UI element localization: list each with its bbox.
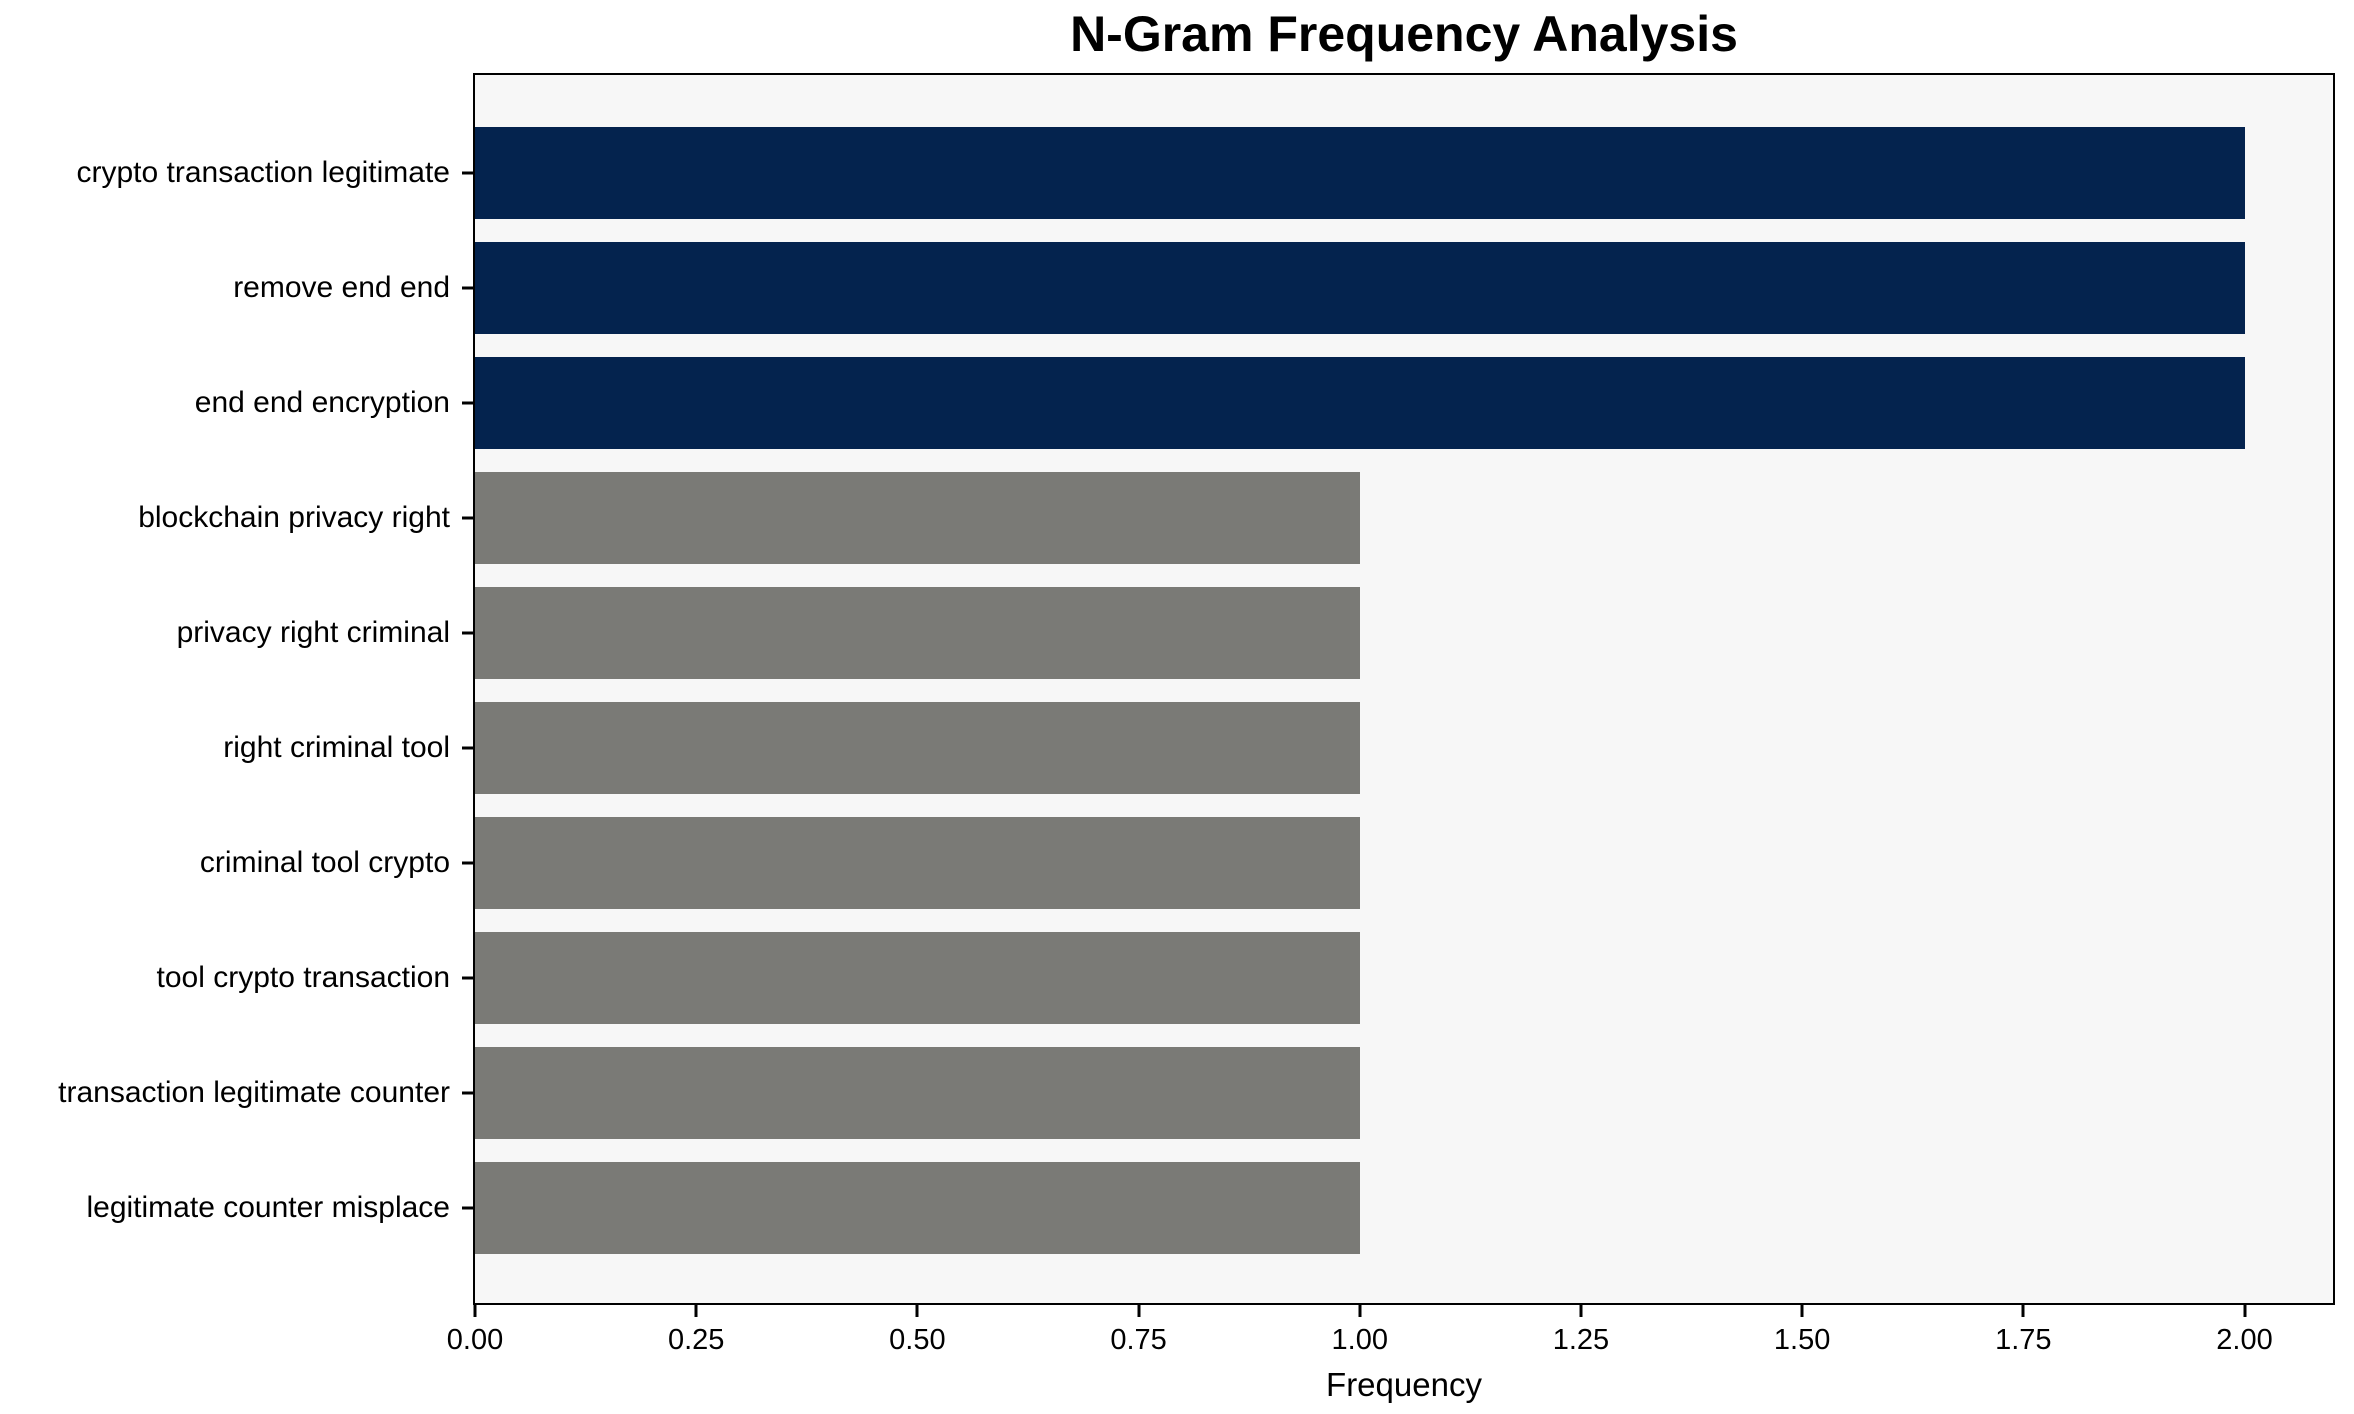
x-tick-label: 1.50	[1773, 1324, 1831, 1356]
x-tick-label: 0.50	[889, 1324, 946, 1356]
y-tick-mark	[462, 976, 473, 979]
y-axis-ticks	[462, 75, 473, 1303]
y-tick-label: transaction legitimate counter	[58, 1075, 450, 1109]
y-tick-mark	[462, 746, 473, 749]
x-tick-label: 1.75	[1995, 1324, 2052, 1356]
y-tick-mark	[462, 631, 473, 634]
bars-layer	[475, 75, 2333, 1303]
x-tick-label: 1.25	[1552, 1324, 1610, 1356]
y-tick-mark	[462, 1091, 473, 1094]
bar	[475, 586, 1360, 679]
y-tick-label: remove end end	[233, 270, 450, 304]
bar	[475, 356, 2245, 449]
y-tick-mark	[462, 171, 473, 174]
x-tick-mark	[1137, 1305, 1141, 1317]
y-tick-label: blockchain privacy right	[138, 500, 450, 534]
y-axis-labels: crypto transaction legitimate remove end …	[0, 75, 450, 1303]
y-tick-label: end end encryption	[194, 385, 450, 419]
x-tick-mark	[694, 1305, 698, 1317]
x-axis-tick-labels: 0.00 0.25 0.50 0.75 1.00 1.25 1.50 1.75 2.00	[447, 1324, 2333, 1360]
y-tick-label: tool crypto transaction	[156, 960, 450, 994]
plot-area	[473, 73, 2335, 1305]
y-tick-label: legitimate counter misplace	[86, 1190, 450, 1224]
x-tick-label: 2.00	[2216, 1324, 2273, 1356]
x-axis-title: Frequency	[1326, 1366, 1482, 1403]
bar	[475, 931, 1360, 1024]
x-tick-mark	[1579, 1305, 1583, 1317]
x-tick-label: 0.75	[1110, 1324, 1167, 1356]
x-tick-mark	[915, 1305, 919, 1317]
bar	[475, 701, 1360, 794]
y-tick-mark	[462, 516, 473, 519]
y-tick-label: criminal tool crypto	[199, 845, 450, 879]
x-tick-label: 0.00	[446, 1324, 504, 1356]
x-tick-mark	[2243, 1305, 2247, 1317]
bar	[475, 816, 1360, 909]
bar	[475, 1046, 1360, 1139]
bar	[475, 471, 1360, 564]
y-tick-label: right criminal tool	[223, 730, 450, 764]
y-tick-mark	[462, 286, 473, 289]
x-tick-label: 1.00	[1331, 1324, 1388, 1356]
y-tick-label: crypto transaction legitimate	[76, 155, 450, 189]
x-axis-ticks	[473, 1305, 2333, 1317]
bar	[475, 1161, 1360, 1254]
x-tick-mark	[2021, 1305, 2025, 1317]
y-tick-mark	[462, 401, 473, 404]
y-tick-mark	[462, 861, 473, 864]
x-tick-mark	[473, 1305, 477, 1317]
x-tick-mark	[1800, 1305, 1804, 1317]
x-tick-mark	[1358, 1305, 1362, 1317]
chart-title: N-Gram Frequency Analysis	[1070, 6, 1738, 62]
y-tick-label: privacy right criminal	[176, 615, 450, 649]
x-tick-label: 0.25	[667, 1324, 725, 1356]
bar	[475, 126, 2245, 219]
bar	[475, 241, 2245, 334]
y-tick-mark	[462, 1206, 473, 1209]
